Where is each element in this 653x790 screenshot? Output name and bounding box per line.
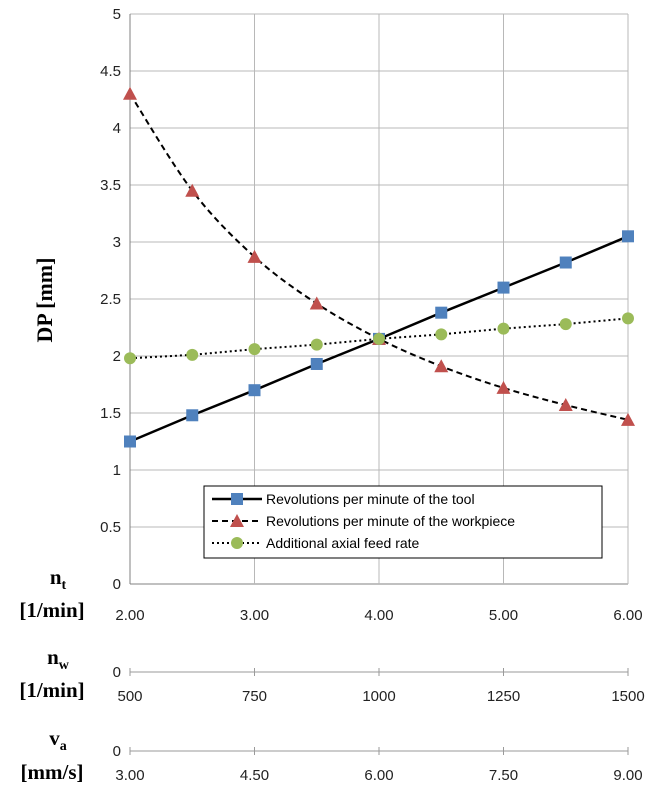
x-tick-label: 9.00: [613, 767, 642, 784]
y-tick-label: 3.5: [100, 177, 121, 194]
x-axis-symbol: nt: [50, 565, 67, 593]
data-point: [622, 230, 634, 243]
y-tick-label: 2: [113, 348, 121, 365]
x-tick-label: 2.00: [115, 607, 144, 624]
data-point: [309, 296, 324, 310]
x-tick-label: 6.00: [613, 607, 642, 624]
series-line: [129, 317, 629, 360]
legend-marker: [231, 537, 243, 549]
data-point: [435, 306, 448, 319]
data-point: [185, 183, 200, 197]
x-axis-unit: [1/min]: [19, 678, 84, 702]
x-tick-label: 5.00: [489, 607, 518, 624]
y-axis-label: DP [mm]: [32, 258, 57, 343]
x-axis-symbol: va: [49, 726, 67, 754]
data-point: [186, 409, 199, 422]
data-point: [247, 249, 262, 263]
data-point: [373, 332, 385, 345]
x-tick-label: 1000: [362, 688, 395, 705]
x-tick-label: 3.00: [115, 767, 144, 784]
y-tick-label: 4.5: [100, 63, 121, 80]
data-point: [622, 312, 634, 325]
x-axis-2: 0 500 750 1000 1250 1500 nw [1/min]: [19, 645, 644, 705]
y-tick-label: 5: [113, 6, 121, 23]
x-tick-label: 4.50: [240, 767, 269, 784]
x-axis-symbol: nw: [47, 645, 70, 673]
y-tick-label: 4: [113, 120, 121, 137]
y-tick-label: 0: [113, 576, 121, 593]
x-axis-unit: [1/min]: [19, 598, 84, 622]
data-point: [435, 328, 448, 341]
series-3: [124, 312, 634, 365]
data-point: [124, 435, 136, 448]
series-group: [123, 86, 635, 448]
legend-label: Revolutions per minute of the tool: [266, 491, 475, 507]
y-tick-label: 3: [113, 234, 121, 251]
legend-marker: [230, 514, 244, 527]
series-2: [123, 86, 635, 426]
data-point: [496, 380, 511, 394]
y-tick-label: 2.5: [100, 291, 121, 308]
x-tick-label: 7.50: [489, 767, 518, 784]
data-point: [497, 322, 510, 335]
x-axis-unit: [mm/s]: [21, 760, 84, 784]
legend-box: [203, 485, 603, 559]
data-point: [310, 338, 323, 351]
data-point: [186, 348, 199, 361]
x-tick-label: 1500: [611, 688, 644, 705]
legend-marker: [231, 493, 243, 505]
y-tick-labels: 0 0.5 1 1.5 2 2.5 3 3.5 4 4.5 5: [100, 6, 121, 593]
y-tick-label: 0.5: [100, 519, 121, 536]
legend-entry: Revolutions per minute of the tool: [212, 491, 475, 507]
data-point: [497, 281, 510, 294]
legend-label: Revolutions per minute of the workpiece: [266, 513, 515, 529]
data-point: [558, 398, 573, 412]
x-axes: 2.00 3.00 4.00 5.00 6.00 nt [1/min] 0 500 750 1000…: [19, 565, 644, 784]
x-axis-1: 2.00 3.00 4.00 5.00 6.00 nt [1/min]: [19, 565, 642, 624]
data-point: [310, 357, 323, 370]
legend-entry: Additional axial feed rate: [212, 535, 420, 551]
x-tick-label: 750: [242, 688, 267, 705]
data-point: [559, 318, 572, 331]
legend: Revolutions per minute of the tool Revolu…: [203, 485, 603, 559]
x-tick-label: 3.00: [240, 607, 269, 624]
x-tick-label: 4.00: [364, 607, 393, 624]
legend-label: Additional axial feed rate: [266, 535, 420, 551]
data-point: [248, 384, 261, 397]
x-axis-3: 0 3.00 4.50 6.00 7.50 9.00 va [mm/s]: [21, 726, 643, 784]
x-tick-label: 1250: [487, 688, 520, 705]
data-point: [123, 86, 137, 100]
x-tick-label: 500: [117, 688, 142, 705]
data-point: [621, 412, 635, 426]
y-tick-label: 1.5: [100, 405, 121, 422]
y-tick-label: 1: [113, 462, 121, 479]
legend-entry: Revolutions per minute of the workpiece: [212, 513, 515, 529]
x-tick-label: 6.00: [364, 767, 393, 784]
data-point: [434, 359, 449, 373]
x-axis-zero-label: 0: [113, 743, 121, 760]
data-point: [559, 256, 572, 269]
data-point: [248, 343, 261, 356]
series-line: [129, 93, 629, 421]
x-axis-zero-label: 0: [113, 664, 121, 681]
data-point: [124, 352, 136, 365]
